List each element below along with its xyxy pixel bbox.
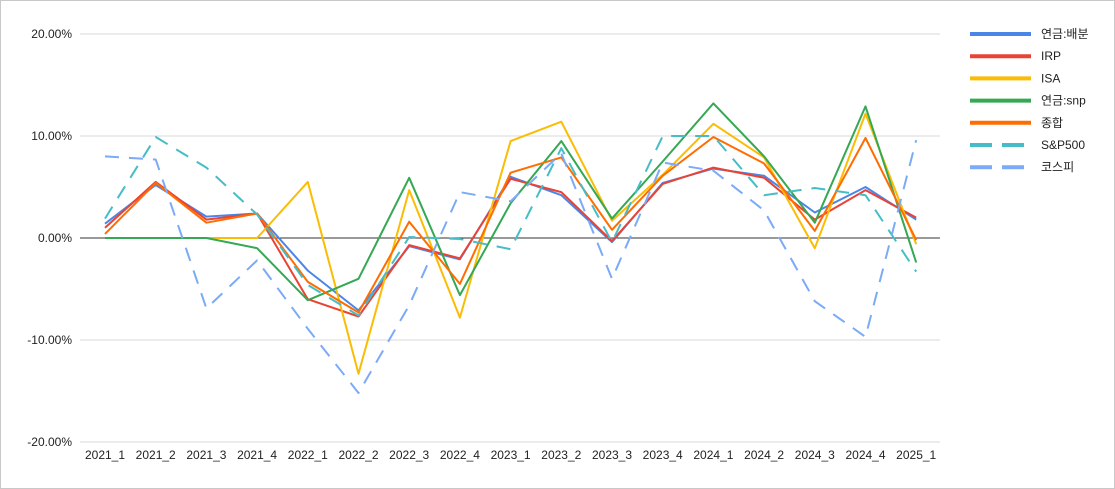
legend-item[interactable]: 코스피 [970,160,1074,174]
x-tick-label: 2021_1 [85,448,125,462]
legend-item[interactable]: S&P500 [970,138,1085,152]
x-tick-label: 2022_1 [288,448,328,462]
x-tick-label: 2023_4 [643,448,683,462]
series-line-1 [104,166,917,318]
y-tick-label: 20.00% [31,27,72,41]
legend-item[interactable]: ISA [970,71,1060,85]
x-tick-label: 2021_4 [237,448,277,462]
legend-item[interactable]: 연금:snp [970,94,1086,108]
x-tick-label: 2022_3 [389,448,429,462]
y-tick-label: 10.00% [31,129,72,143]
x-tick-label: 2022_4 [440,448,480,462]
y-tick-label: -10.00% [27,333,72,347]
x-tick-label: 2022_2 [338,448,378,462]
series-line-2 [105,112,918,375]
x-tick-label: 2023_1 [491,448,531,462]
y-tick-label: 0.00% [38,231,72,245]
x-tick-label: 2024_1 [693,448,733,462]
x-tick-label: 2023_3 [592,448,632,462]
y-axis: 20.00% 10.00% 0.00% -10.00% -20.00% [27,27,72,449]
legend-label: 연금:배분 [1041,27,1089,41]
legend-item[interactable]: 종합 [970,116,1063,130]
series-line-5 [104,135,918,317]
legend-label: 코스피 [1041,160,1074,174]
x-tick-label: 2024_4 [845,448,885,462]
legend-item[interactable]: 연금:배분 [970,27,1089,41]
legend-label: S&P500 [1041,138,1085,152]
y-tick-label: -20.00% [27,435,72,449]
x-axis: 2021_1 2021_2 2021_3 2021_4 2022_1 2022_2 2022… [85,448,937,462]
x-tick-label: 2024_2 [744,448,784,462]
x-tick-label: 2021_3 [186,448,226,462]
x-tick-label: 2021_2 [136,448,176,462]
legend-label: ISA [1041,71,1060,85]
legend-label: IRP [1041,49,1061,63]
series-line-3 [105,102,918,302]
x-tick-label: 2024_3 [795,448,835,462]
x-tick-label: 2025_1 [896,448,936,462]
series-lines [104,102,918,394]
legend: 연금:배분 IRP ISA 연금:snp 종합 S&P500 코스피 [970,27,1089,174]
legend-label: 종합 [1041,116,1063,130]
x-tick-label: 2023_2 [541,448,581,462]
legend-item[interactable]: IRP [970,49,1061,63]
series-line-4 [104,136,918,314]
series-line-6 [104,139,918,394]
legend-label: 연금:snp [1041,94,1086,108]
